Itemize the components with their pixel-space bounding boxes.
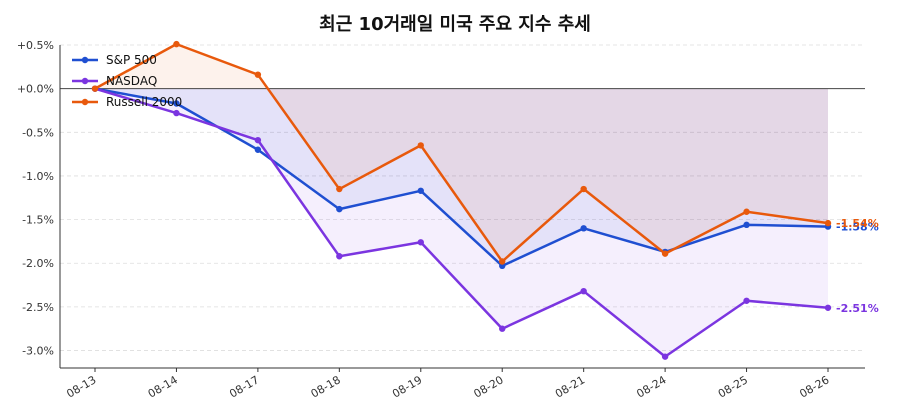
data-point (254, 136, 262, 144)
data-point (336, 253, 343, 260)
data-point (499, 258, 506, 265)
legend-swatch-marker (81, 98, 89, 106)
legend-swatch-marker (81, 56, 89, 64)
x-tick-label: 08-25 (716, 373, 750, 400)
line-layer (91, 40, 832, 360)
x-tick-label: 08-24 (634, 373, 668, 400)
y-tick-label: -1.5% (22, 214, 54, 227)
y-tick-label: -0.5% (22, 126, 54, 139)
series-area-2 (95, 44, 828, 262)
y-tick-label: +0.5% (17, 39, 54, 52)
legend-entry-label: Russell 2000 (106, 95, 182, 109)
legend-entry-label: NASDAQ (106, 74, 157, 88)
data-point (580, 185, 587, 193)
data-point (417, 239, 424, 246)
data-point (173, 109, 180, 117)
data-point (743, 208, 750, 215)
x-tick-label: 08-21 (553, 373, 587, 400)
data-point (824, 304, 832, 311)
data-point (743, 221, 750, 229)
y-tick-label: -2.5% (22, 301, 54, 314)
data-point (580, 287, 587, 295)
x-tick-label: 08-20 (472, 373, 506, 400)
data-point (580, 225, 587, 232)
x-tick-label: 08-18 (309, 373, 343, 400)
end-value-label: -1.58% (836, 221, 879, 234)
data-point (254, 146, 262, 153)
x-tick-label: 08-17 (227, 373, 261, 400)
series-line-1 (94, 87, 829, 358)
grid-layer (60, 44, 865, 351)
data-point (417, 187, 424, 194)
x-tick-label: 08-26 (797, 373, 831, 400)
end-value-label: -2.51% (836, 302, 879, 315)
series-line-2 (94, 42, 829, 263)
label-layer: -1.58% -2.51% -1.54% (836, 217, 879, 315)
chart-title: 최근 10거래일 미국 주요 지수 추세 (319, 14, 591, 35)
axis-layer: +0.5% +0.0% -0.5% -1.0% -1.5% -2.0% -2.5% -3.0%… (17, 39, 865, 401)
area-layer (95, 44, 828, 357)
series-area-1 (95, 88, 828, 357)
x-tick-label: 08-13 (64, 373, 98, 400)
legend: S&P 500 NASDAQ Russell 2000 (72, 53, 182, 109)
y-tick-label: +0.0% (17, 83, 54, 96)
data-point (743, 297, 750, 304)
data-point (417, 142, 424, 149)
data-point (173, 40, 180, 48)
data-point (254, 71, 262, 78)
x-tick-label: 08-14 (146, 373, 180, 400)
series-area-0 (95, 88, 828, 266)
x-tick-label: 08-19 (390, 373, 424, 400)
data-point (173, 100, 180, 107)
legend-entry-label: S&P 500 (106, 53, 157, 67)
data-point (91, 85, 99, 92)
data-point (499, 325, 506, 332)
end-value-label: -1.54% (836, 217, 879, 230)
data-point (336, 205, 343, 213)
data-point (336, 185, 343, 193)
y-tick-label: -1.0% (22, 170, 54, 183)
y-tick-label: -3.0% (22, 345, 54, 358)
data-point (824, 219, 832, 227)
data-point (661, 353, 669, 360)
data-point (661, 250, 669, 257)
legend-swatch-marker (81, 77, 89, 85)
y-tick-label: -2.0% (22, 257, 54, 270)
